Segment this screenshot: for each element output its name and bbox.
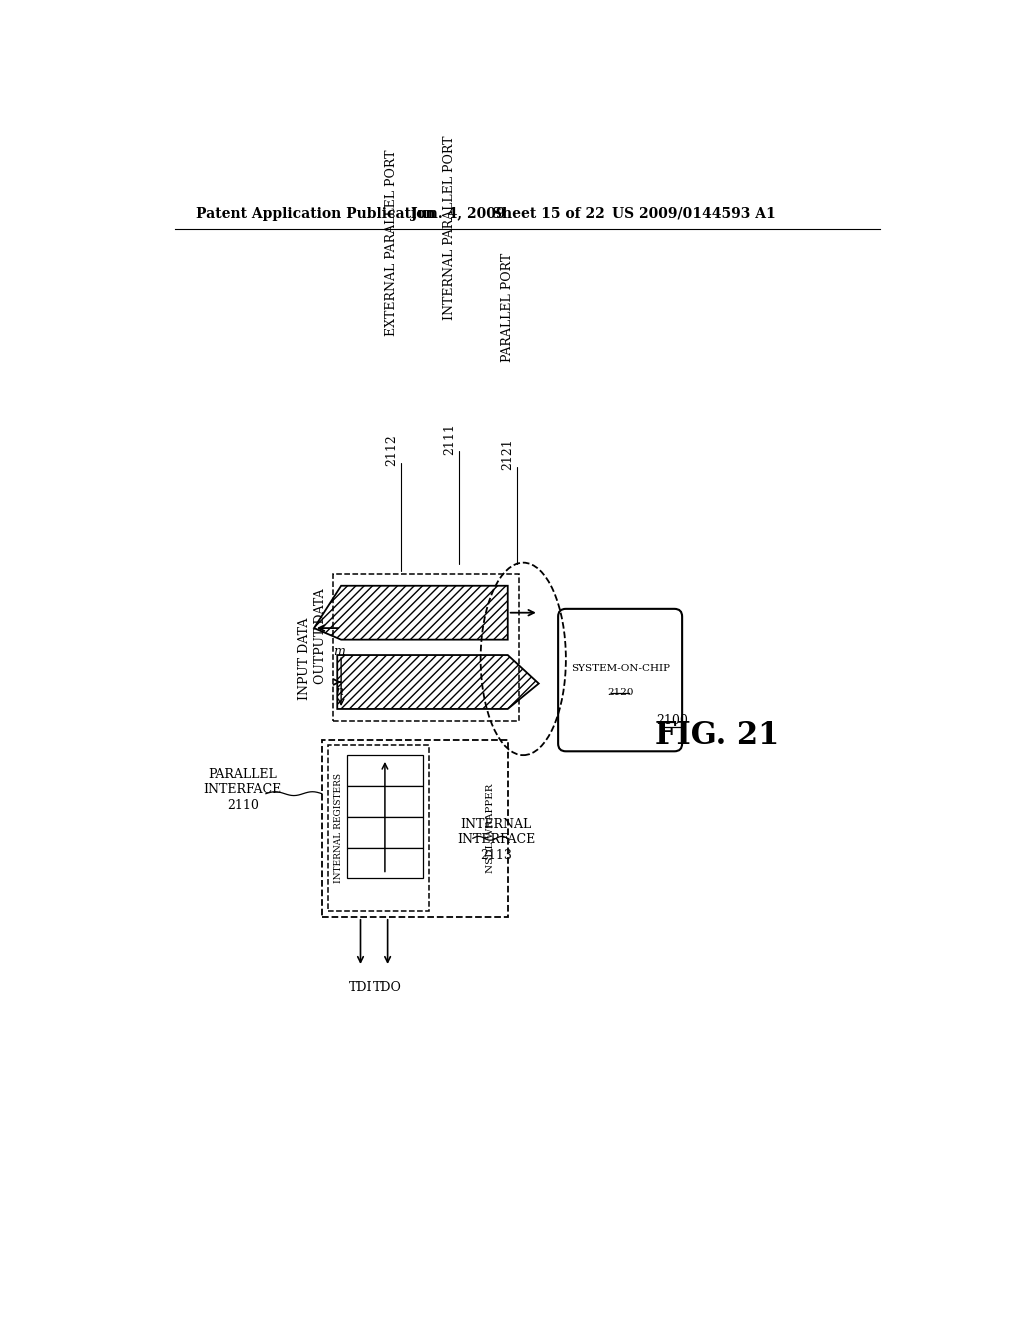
Text: OUTPUT DATA: OUTPUT DATA bbox=[313, 587, 327, 684]
Text: Jun. 4, 2009: Jun. 4, 2009 bbox=[411, 207, 506, 220]
Text: 2112: 2112 bbox=[385, 434, 398, 466]
Polygon shape bbox=[314, 586, 508, 640]
Text: INTERNAL: INTERNAL bbox=[461, 818, 531, 832]
Bar bbox=[347, 817, 423, 847]
Text: Sheet 15 of 22: Sheet 15 of 22 bbox=[493, 207, 605, 220]
Text: EXTERNAL PARALLEL PORT: EXTERNAL PARALLEL PORT bbox=[385, 149, 398, 335]
Bar bbox=[322, 739, 508, 917]
Text: SYSTEM-ON-CHIP: SYSTEM-ON-CHIP bbox=[570, 664, 670, 673]
Text: n: n bbox=[335, 685, 343, 698]
Text: PARALLEL PORT: PARALLEL PORT bbox=[502, 253, 514, 363]
Polygon shape bbox=[337, 655, 539, 709]
Text: TDI: TDI bbox=[349, 981, 373, 994]
Text: TDO: TDO bbox=[373, 981, 402, 994]
Text: PARALLEL: PARALLEL bbox=[208, 768, 278, 781]
Text: 2113: 2113 bbox=[480, 849, 512, 862]
Bar bbox=[347, 755, 423, 785]
Text: NSDL WRAPPER: NSDL WRAPPER bbox=[486, 784, 496, 873]
Text: INTERFACE: INTERFACE bbox=[457, 833, 536, 846]
Bar bbox=[334, 574, 519, 721]
FancyBboxPatch shape bbox=[558, 609, 682, 751]
Text: 2111: 2111 bbox=[443, 422, 456, 455]
Text: 2121: 2121 bbox=[502, 438, 514, 470]
Text: INPUT DATA: INPUT DATA bbox=[298, 618, 311, 700]
Text: 2110: 2110 bbox=[226, 799, 259, 812]
Text: INTERNAL REGISTERS: INTERNAL REGISTERS bbox=[334, 774, 343, 883]
Bar bbox=[347, 785, 423, 817]
Text: m: m bbox=[333, 644, 345, 657]
Bar bbox=[347, 847, 423, 878]
Text: 2120: 2120 bbox=[607, 688, 634, 697]
Text: INTERNAL PARALLEL PORT: INTERNAL PARALLEL PORT bbox=[443, 136, 456, 321]
Bar bbox=[328, 744, 429, 911]
Text: FIG. 21: FIG. 21 bbox=[655, 721, 779, 751]
Text: INTERFACE: INTERFACE bbox=[204, 783, 282, 796]
Text: 2100: 2100 bbox=[656, 714, 688, 727]
Text: US 2009/0144593 A1: US 2009/0144593 A1 bbox=[612, 207, 776, 220]
Text: Patent Application Publication: Patent Application Publication bbox=[197, 207, 436, 220]
